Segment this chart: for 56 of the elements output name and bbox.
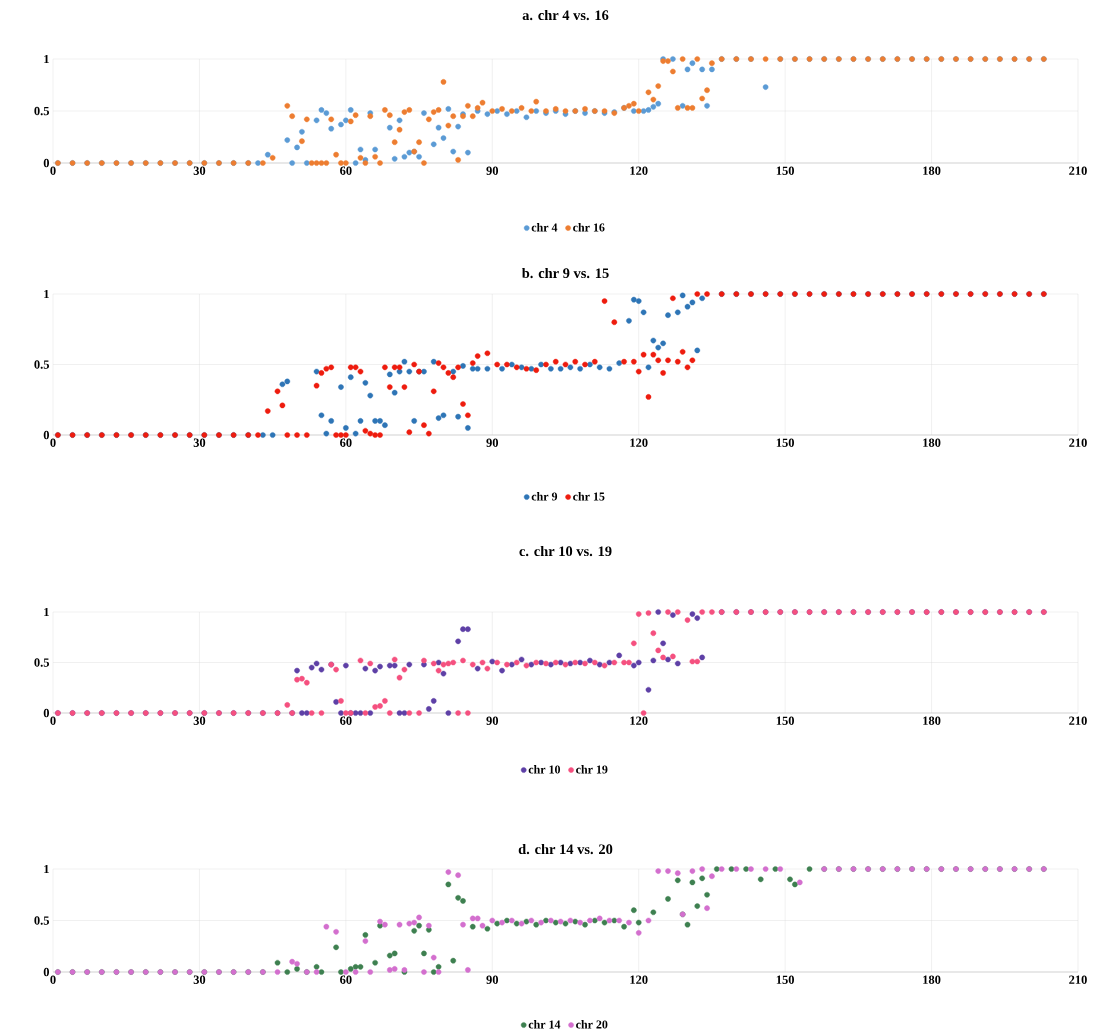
x-tick-label: 90: [486, 716, 499, 725]
y-tick-label: 0.5: [34, 106, 50, 116]
x-tick-label: 180: [923, 438, 941, 447]
y-tick-label: 1: [44, 289, 49, 299]
x-tick-label: 120: [630, 716, 648, 725]
legend-label: chr 4: [531, 223, 558, 232]
x-tick-label: 0: [50, 716, 56, 725]
legend-label: chr 9: [531, 492, 558, 501]
x-tick-label: 60: [340, 975, 352, 984]
y-tick-label: 1: [44, 864, 49, 874]
x-tick-label: 90: [486, 438, 499, 447]
x-tick-label: 0: [50, 975, 56, 984]
legend-label: chr 15: [573, 492, 605, 501]
x-tick-label: 150: [776, 166, 794, 175]
x-tick-label: 30: [193, 716, 206, 725]
y-tick-label: 0: [43, 708, 50, 718]
x-tick-label: 90: [486, 166, 499, 175]
y-tick-label: 0.5: [34, 916, 50, 925]
x-tick-label: 0: [50, 166, 56, 175]
x-tick-label: 150: [776, 438, 794, 447]
x-tick-label: 120: [630, 975, 648, 984]
x-tick-label: 60: [340, 166, 352, 175]
x-tick-label: 120: [630, 438, 648, 447]
x-tick-label: 0: [50, 438, 56, 447]
y-tick-label: 0.5: [34, 360, 50, 369]
x-tick-label: 30: [193, 438, 206, 447]
legend-label: chr 19: [576, 765, 608, 774]
x-tick-label: 180: [923, 166, 941, 175]
x-tick-label: 90: [486, 975, 499, 984]
x-tick-label: 180: [923, 975, 941, 984]
x-tick-label: 180: [923, 716, 941, 725]
chart-title: c. chr 10 vs. 19: [519, 545, 612, 557]
y-tick-label: 0: [43, 967, 50, 977]
x-tick-label: 30: [193, 975, 206, 984]
legend-label: chr 14: [528, 1020, 561, 1029]
legend-label: chr 16: [573, 223, 605, 232]
legend-label: chr 20: [576, 1020, 608, 1029]
x-tick-label: 150: [776, 716, 794, 725]
y-tick-label: 0: [43, 430, 50, 440]
x-tick-label: 210: [1069, 975, 1087, 984]
x-tick-label: 30: [193, 166, 206, 175]
y-tick-label: 1: [44, 607, 49, 617]
chart-title: b. chr 9 vs. 15: [521, 267, 609, 279]
y-tick-label: 0.5: [34, 658, 50, 667]
x-tick-label: 210: [1069, 716, 1087, 725]
x-tick-label: 150: [776, 975, 794, 984]
legend-label: chr 10: [528, 765, 561, 774]
x-tick-label: 60: [340, 438, 352, 447]
x-tick-label: 120: [630, 166, 648, 175]
x-tick-label: 210: [1069, 438, 1087, 447]
chart-title: a. chr 4 vs. 16: [522, 9, 609, 21]
chart-title: d. chr 14 vs. 20: [518, 843, 613, 855]
y-tick-label: 0: [43, 158, 50, 168]
y-tick-label: 1: [44, 54, 49, 64]
x-tick-label: 60: [340, 716, 352, 725]
x-tick-label: 210: [1069, 166, 1087, 175]
